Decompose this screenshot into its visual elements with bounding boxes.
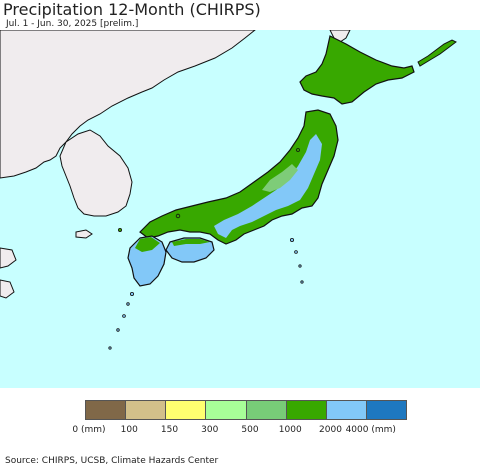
legend-label-4: 500 — [241, 425, 259, 435]
oki-tsushima-islands — [118, 148, 300, 232]
sakhalin — [329, 30, 351, 43]
small-island-west — [0, 279, 15, 299]
jeju-island — [75, 229, 93, 239]
source-credit: Source: CHIRPS, UCSB, Climate Hazards Ce… — [5, 456, 219, 466]
legend-label-7: 4000 (mm) — [345, 425, 396, 435]
legend-swatch-0 — [85, 400, 127, 420]
legend-label-0: 0 (mm) — [72, 425, 106, 435]
legend-label-2: 150 — [160, 425, 179, 435]
honshu-wet-band — [214, 134, 322, 238]
legend-swatch-7 — [366, 400, 407, 420]
hokkaido — [299, 35, 415, 105]
legend-swatch-2 — [166, 400, 207, 420]
legend-swatch-1 — [126, 400, 167, 420]
honshu — [139, 109, 339, 245]
kyushu-north-green — [135, 237, 160, 252]
precipitation-map — [0, 30, 480, 388]
legend-label-3: 300 — [201, 425, 219, 435]
honshu-mid-band — [262, 164, 298, 192]
korean-peninsula — [59, 129, 133, 217]
legend-colorbar — [85, 400, 407, 420]
legend-label-1: 100 — [120, 425, 138, 435]
map-subtitle: Jul. 1 - Jun. 30, 2025 [prelim.] — [6, 19, 139, 29]
legend-label-5: 1000 — [278, 425, 302, 435]
kuril-islands — [417, 39, 457, 67]
legend-swatch-5 — [286, 400, 327, 420]
mainland-southwest — [0, 247, 17, 269]
legend-swatch-3 — [206, 400, 247, 420]
legend-label-6: 2000 — [319, 425, 342, 435]
mainland-asia — [0, 30, 256, 179]
legend-labels: 0 (mm) 100 150 300 500 1000 2000 4000 (mm) — [0, 425, 480, 439]
legend-swatch-6 — [326, 400, 367, 420]
ryukyu-islands — [108, 291, 134, 350]
map-title: Precipitation 12-Month (CHIRPS) — [3, 0, 261, 19]
izu-islands — [289, 237, 304, 284]
legend-swatch-4 — [246, 400, 287, 420]
shikoku-north-edge — [172, 239, 210, 246]
